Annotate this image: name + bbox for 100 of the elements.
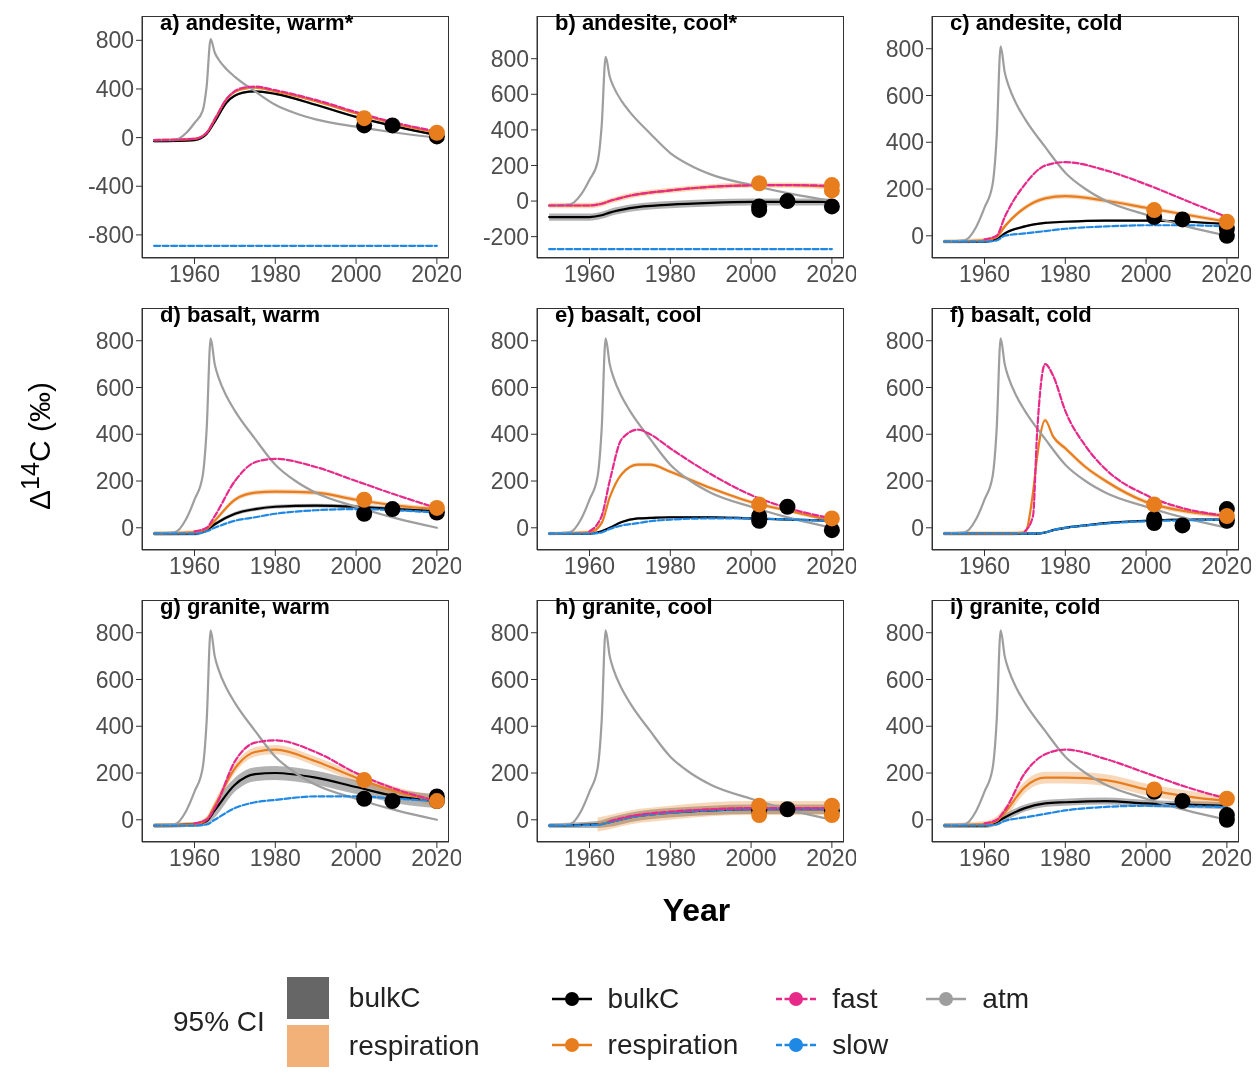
y-tick-label: 800 [490,327,529,354]
x-tick-label: 1980 [644,845,696,872]
point [823,198,840,215]
point [779,193,796,210]
point [384,501,401,518]
x-tick-label: 1980 [1039,553,1091,580]
y-tick-label: 800 [885,35,924,62]
y-tick-label: -400 [87,173,134,200]
y-tick-label: 400 [95,421,134,448]
point [356,505,373,522]
x-tick-label: 2020 [1201,553,1253,580]
point [428,124,445,141]
x-tick-label: 2000 [330,261,382,288]
legend-label: atm [982,983,1029,1015]
y-tick-label: 400 [490,117,529,144]
y-tick-label: 600 [490,374,529,401]
point [1174,793,1191,810]
x-tick-label: 2020 [411,261,463,288]
x-tick-label: 1980 [1039,261,1091,288]
point [356,110,373,127]
legend-label: fast [832,983,878,1015]
y-tick-label: 600 [885,82,924,109]
legend-label: respiration [607,1029,739,1061]
point [356,772,373,789]
x-tick-label: 1980 [249,553,301,580]
y-tick-label: 0 [516,188,529,215]
point [1174,517,1191,534]
y-tick-label: 800 [885,619,924,646]
x-tick-label: 2000 [1120,553,1172,580]
x-tick-label: 1960 [958,553,1011,580]
y-tick-label: 600 [885,374,924,401]
point [428,499,445,516]
x-tick-label: 2020 [806,261,858,288]
x-tick-label: 2000 [330,553,382,580]
y-tick-label: 400 [885,421,924,448]
point [823,510,840,527]
chart-title: b) andesite, cool* [555,10,738,36]
x-tick-label: 2020 [806,845,858,872]
x-tick-label: 2020 [411,553,463,580]
y-tick-label: 0 [516,514,529,541]
x-tick-label: 1960 [563,553,616,580]
point [384,793,401,810]
point [1218,790,1235,807]
line-series [153,337,438,535]
y-tick-label: 400 [490,421,529,448]
y-tick-label: 800 [490,45,529,72]
line-series [153,629,438,827]
x-tick-label: 1980 [644,553,696,580]
x-tick-label: 1960 [168,845,221,872]
y-tick-label: 600 [95,374,134,401]
chart-title: c) andesite, cold [950,10,1123,36]
legend-label: slow [832,1029,889,1061]
y-tick-label: 600 [490,666,529,693]
text: respiration [348,1030,480,1061]
chart-title: a) andesite, warm* [160,10,354,36]
x-tick-label: 2000 [725,261,777,288]
chart-title: g) granite, warm [160,594,330,620]
chart-title: d) basalt, warm [160,302,321,328]
y-tick-label: 0 [516,806,529,833]
y-tick-label: 0 [911,514,924,541]
y-tick-label: 200 [95,468,134,495]
y-tick-label: 600 [885,666,924,693]
point [779,498,796,515]
y-tick-label: 200 [490,468,529,495]
y-tick-label: 600 [490,81,529,108]
y-tick-label: 200 [885,760,924,787]
x-tick-label: 1960 [958,845,1011,872]
x-axis-title: Year [662,892,731,929]
x-tick-label: 2000 [330,845,382,872]
point [356,491,373,508]
x-tick-label: 2000 [725,553,777,580]
point [356,790,373,807]
point [1218,508,1235,525]
chart-title: h) granite, cool [555,594,713,620]
y-tick-label: 400 [95,76,134,103]
x-tick-label: 1980 [1039,845,1091,872]
text: bulkC [348,982,421,1013]
x-tick-label: 1980 [249,845,301,872]
y-tick-label: 400 [885,129,924,156]
x-tick-label: 1960 [563,845,616,872]
x-tick-label: 1960 [958,261,1011,288]
y-tick-label: 800 [95,619,134,646]
x-tick-label: 2000 [725,845,777,872]
x-tick-label: 1960 [168,261,221,288]
y-tick-label: 200 [885,176,924,203]
y-tick-label: 0 [911,222,924,249]
y-tick-label: 0 [911,806,924,833]
point [384,117,401,134]
y-tick-label: 400 [490,713,529,740]
point [1146,496,1163,513]
x-tick-label: 2020 [411,845,463,872]
y-tick-label: 200 [490,152,529,179]
x-tick-label: 1960 [563,261,616,288]
x-tick-label: 2020 [806,553,858,580]
point [751,496,768,513]
y-tick-label: -200 [482,223,529,250]
x-tick-label: 2020 [1201,261,1253,288]
y-tick-label: 200 [95,760,134,787]
chart-title: f) basalt, cold [950,302,1092,328]
point [751,175,768,192]
